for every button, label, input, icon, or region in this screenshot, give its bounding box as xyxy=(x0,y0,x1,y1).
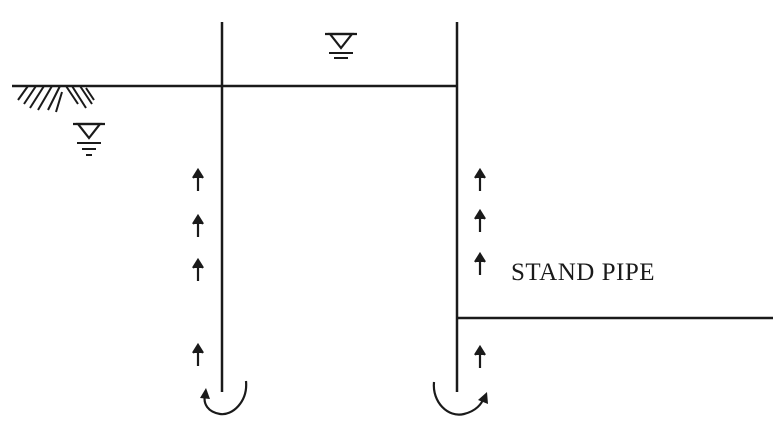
upward-arrow-right-1 xyxy=(474,167,486,191)
upward-arrow-left-1 xyxy=(192,167,204,191)
upward-arrow-right-4 xyxy=(474,344,486,368)
upward-arrow-left-3 xyxy=(192,257,204,281)
upward-arrow-right-2 xyxy=(474,208,486,232)
water-level-icon-upper xyxy=(325,32,357,59)
upward-arrow-left-2 xyxy=(192,213,204,237)
stand-pipe-label: STAND PIPE xyxy=(511,259,655,286)
upward-arrow-left-4 xyxy=(192,342,204,366)
upward-arrow-right-3 xyxy=(474,251,486,275)
curved-arrow-right-icon xyxy=(432,381,488,416)
water-level-icon-lower xyxy=(73,122,105,156)
curved-arrow-left-icon xyxy=(200,380,248,416)
ground-hatch-icon xyxy=(17,85,95,113)
